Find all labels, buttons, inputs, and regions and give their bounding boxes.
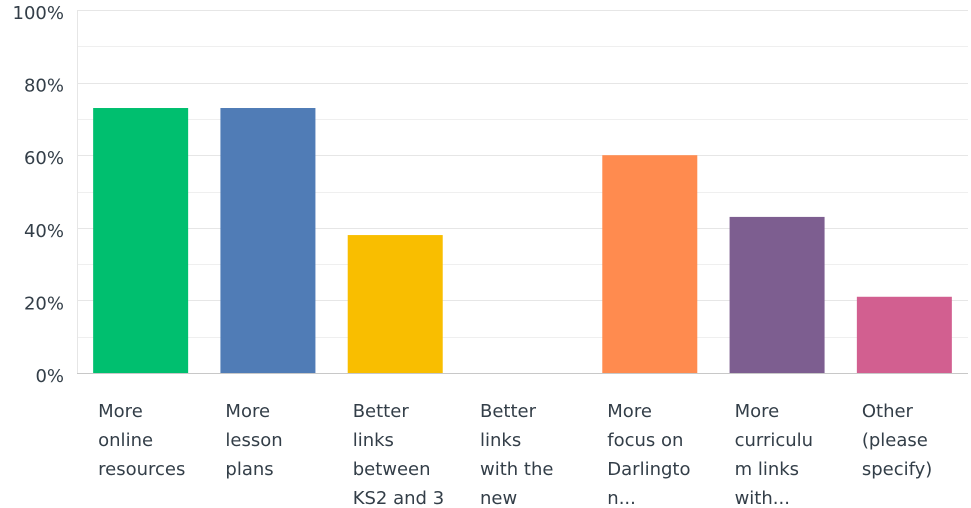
bar-1 (93, 108, 189, 373)
x-category-label: Better links between KS2 and 3 (353, 401, 444, 508)
y-tick-label: 100% (13, 3, 64, 24)
y-tick-label: 40% (24, 221, 64, 242)
y-tick-label: 60% (24, 148, 64, 169)
x-category-label: Other (please specify) (862, 401, 932, 480)
x-category-label: More lesson plans (225, 401, 282, 480)
y-tick-label: 80% (24, 76, 64, 97)
y-tick-label: 20% (24, 293, 64, 314)
bar-2 (220, 108, 316, 373)
bars (93, 108, 952, 373)
x-category-label: Better links with the new (480, 401, 553, 508)
y-axis-ticks: 0% 20% 40% 60% 80% 100% (13, 3, 64, 387)
bar-5 (602, 155, 698, 373)
bar-6 (729, 216, 825, 373)
x-axis-labels: More online resources More lesson plans Better… (98, 401, 932, 508)
x-category-label: More curriculu m links with... (735, 401, 814, 508)
gridlines (77, 10, 968, 373)
bar-3 (347, 235, 443, 373)
y-tick-label: 0% (35, 366, 64, 387)
bar-7 (856, 296, 952, 373)
x-category-label: More focus on Darlingto n... (607, 401, 690, 508)
x-category-label: More online resources (98, 401, 185, 480)
